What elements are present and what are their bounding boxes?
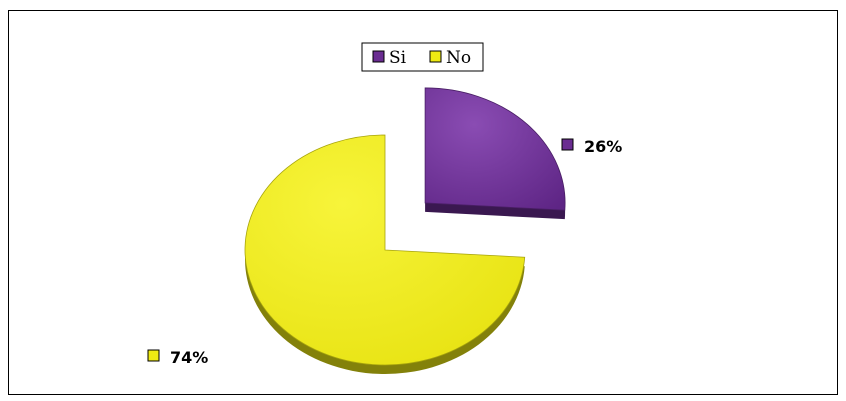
data-label-si-swatch xyxy=(561,138,574,151)
data-label-si-group: 26% xyxy=(561,137,622,156)
legend-label-si: Si xyxy=(389,48,407,68)
data-label-no-group: 74% xyxy=(147,348,208,367)
pie-slice-no-top xyxy=(244,134,526,366)
pie-slice-si-top xyxy=(424,87,566,211)
pie-slice-si xyxy=(424,87,566,220)
legend-label-no: No xyxy=(446,48,471,68)
data-label-no-swatch xyxy=(147,349,160,362)
legend-swatch-si xyxy=(372,50,385,63)
pie-slice-no xyxy=(244,134,526,374)
legend: Si No xyxy=(361,42,484,72)
data-label-no: 74% xyxy=(170,348,208,367)
data-label-si: 26% xyxy=(584,137,622,156)
legend-swatch-no xyxy=(429,50,442,63)
